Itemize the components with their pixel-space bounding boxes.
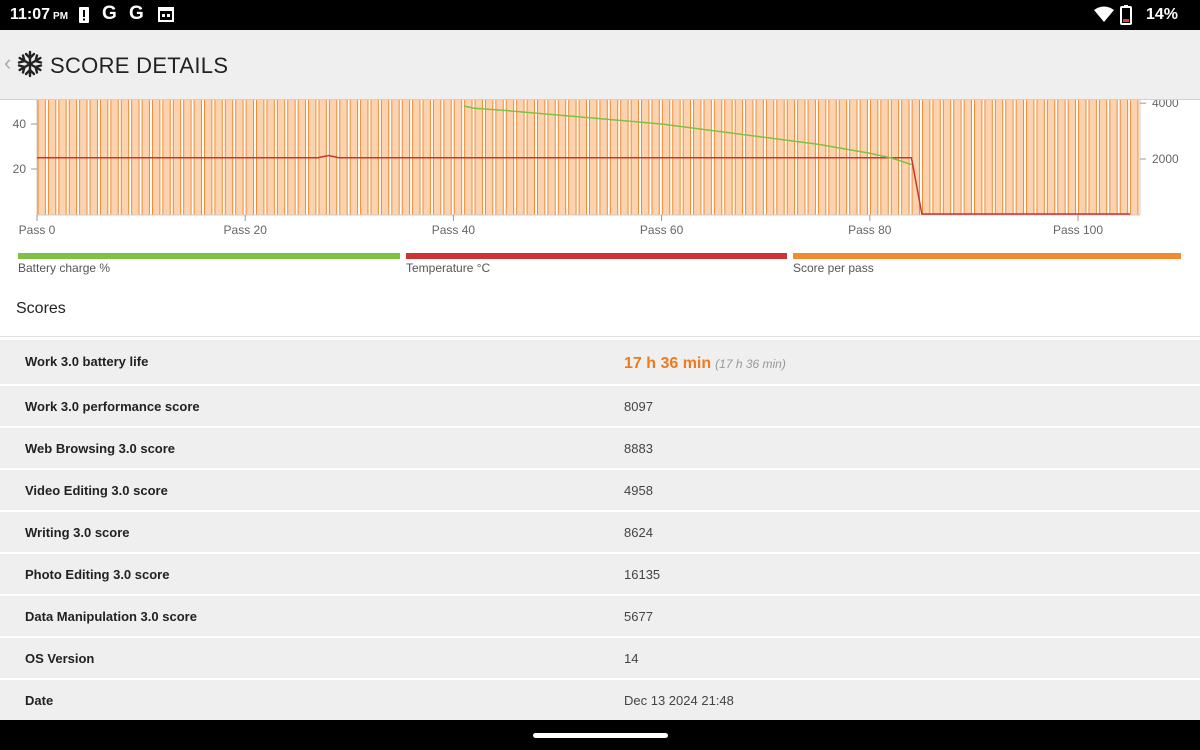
score-value: 14 <box>624 651 639 666</box>
wifi-icon <box>1094 6 1114 27</box>
score-bar <box>921 100 931 216</box>
score-value: 8097 <box>624 399 653 414</box>
score-label: Web Browsing 3.0 score <box>25 441 176 456</box>
score-value: 8883 <box>624 441 653 456</box>
score-row-photo-editing: Photo Editing 3.0 score 16135 <box>0 554 1200 594</box>
score-value: 16135 <box>624 567 661 582</box>
score-bar <box>1005 100 1014 216</box>
legend-battery-swatch <box>18 253 400 259</box>
score-chart: Pass 0 Pass 20 Pass 40 Pass 60 Pass 80 Pass 1… <box>13 100 1179 237</box>
score-bar <box>932 100 941 216</box>
legend-temperature: Temperature °C <box>406 253 787 277</box>
score-bar <box>1057 100 1066 216</box>
battery-line <box>463 105 912 166</box>
score-label: Work 3.0 performance score <box>25 399 200 414</box>
score-bar <box>1046 100 1056 216</box>
score-bar <box>1119 100 1129 216</box>
score-label: Video Editing 3.0 score <box>25 483 168 498</box>
score-label: Photo Editing 3.0 score <box>25 567 170 582</box>
legend-score-swatch <box>793 253 1181 259</box>
battery-percentage: 14% <box>1145 6 1178 23</box>
score-bar <box>1109 100 1118 216</box>
y-tick-label-right: 4000 <box>1152 100 1179 110</box>
score-bar <box>1098 100 1108 216</box>
score-bar <box>994 100 1004 216</box>
alert-icon <box>78 6 90 29</box>
legend-battery-label: Battery charge % <box>18 261 111 275</box>
legend-temperature-swatch <box>406 253 787 259</box>
x-tick-label: Pass 80 <box>848 223 892 237</box>
legend-battery: Battery charge % <box>18 253 400 277</box>
score-bar <box>984 100 993 216</box>
legend-score-label: Score per pass <box>793 261 874 275</box>
score-row-os-version: OS Version 14 <box>0 638 1200 678</box>
score-value: Dec 13 2024 21:48 <box>624 693 734 708</box>
y-tick-label-right: 2000 <box>1152 152 1179 166</box>
score-row-performance: Work 3.0 performance score 8097 <box>0 386 1200 426</box>
home-handle[interactable] <box>533 733 668 738</box>
score-bar <box>963 100 973 216</box>
x-tick-label: Pass 100 <box>1053 223 1103 237</box>
y-tick-label-left: 20 <box>13 162 27 176</box>
divider <box>0 336 1200 337</box>
score-bar <box>1067 100 1077 216</box>
battery-icon <box>1120 5 1132 30</box>
scores-section-title: Scores <box>16 300 66 317</box>
clock-ampm: PM <box>53 11 69 22</box>
score-row-web-browsing: Web Browsing 3.0 score 8883 <box>0 428 1200 468</box>
google-icon: G <box>129 3 144 24</box>
score-value-main: 17 h 36 min <box>624 355 712 372</box>
navigation-bar <box>0 720 1200 750</box>
score-label: Date <box>25 693 54 708</box>
score-row-writing: Writing 3.0 score 8624 <box>0 512 1200 552</box>
calendar-icon <box>158 6 174 27</box>
x-tick-label: Pass 0 <box>19 223 56 237</box>
score-bar <box>953 100 962 216</box>
page-title: SCORE DETAILS <box>50 53 229 78</box>
score-bar <box>1088 100 1097 216</box>
snowflake-icon[interactable] <box>16 50 44 83</box>
x-tick-label: Pass 20 <box>224 223 268 237</box>
temperature-line <box>37 154 1131 215</box>
chart-area[interactable]: Pass 0 Pass 20 Pass 40 Pass 60 Pass 80 Pass 1… <box>0 100 1200 290</box>
app-bar: ‹ SCORE DETAILS <box>0 30 1200 100</box>
score-label: Data Manipulation 3.0 score <box>25 609 197 624</box>
legend-temperature-label: Temperature °C <box>406 261 491 275</box>
score-bar <box>1130 100 1139 216</box>
legend-score: Score per pass <box>793 253 1181 277</box>
score-row-date: Date Dec 13 2024 21:48 <box>0 680 1200 720</box>
score-value: 5677 <box>624 609 653 624</box>
score-row-battery-life: Work 3.0 battery life 17 h 36 min (17 h 3… <box>0 340 1200 384</box>
score-bar <box>1026 100 1035 216</box>
score-value-highlight: 17 h 36 min (17 h 36 min) <box>624 355 786 373</box>
score-bar <box>1036 100 1045 216</box>
score-label: OS Version <box>25 651 95 666</box>
score-bar <box>942 100 952 216</box>
x-tick-label: Pass 60 <box>640 223 684 237</box>
score-row-video-editing: Video Editing 3.0 score 4958 <box>0 470 1200 510</box>
score-value-sub: (17 h 36 min) <box>715 357 786 371</box>
score-bar <box>1078 100 1087 216</box>
y-tick-label-left: 40 <box>13 117 27 131</box>
status-time: 11:07 PM <box>10 6 68 24</box>
score-label: Writing 3.0 score <box>25 525 130 540</box>
x-tick-label: Pass 40 <box>432 223 476 237</box>
clock-time: 11:07 <box>10 6 51 23</box>
score-value: 4958 <box>624 483 653 498</box>
score-value: 8624 <box>624 525 653 540</box>
chevron-left-icon[interactable]: ‹ <box>4 50 12 75</box>
status-bar: 11:07 PM G G 14% <box>0 0 1200 30</box>
score-label: Work 3.0 battery life <box>25 354 149 369</box>
google-icon: G <box>102 3 117 24</box>
score-row-data-manipulation: Data Manipulation 3.0 score 5677 <box>0 596 1200 636</box>
score-bar <box>1015 100 1025 216</box>
score-bar <box>974 100 983 216</box>
